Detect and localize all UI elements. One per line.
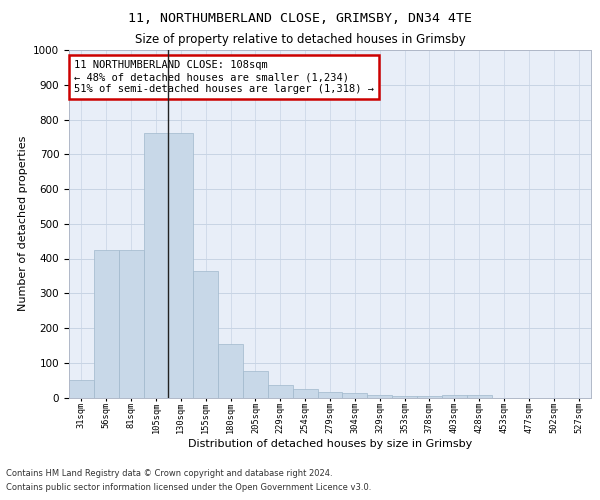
Bar <box>417 396 442 398</box>
Bar <box>169 134 193 398</box>
Bar <box>143 134 169 398</box>
Bar <box>119 250 143 398</box>
Bar <box>218 344 243 398</box>
Text: 11, NORTHUMBERLAND CLOSE, GRIMSBY, DN34 4TE: 11, NORTHUMBERLAND CLOSE, GRIMSBY, DN34 … <box>128 12 472 26</box>
Bar <box>367 395 392 398</box>
Text: 11 NORTHUMBERLAND CLOSE: 108sqm
← 48% of detached houses are smaller (1,234)
51%: 11 NORTHUMBERLAND CLOSE: 108sqm ← 48% of… <box>74 60 374 94</box>
Bar <box>94 250 119 398</box>
Bar <box>268 384 293 398</box>
Bar <box>343 394 367 398</box>
Bar <box>243 372 268 398</box>
Bar <box>293 389 317 398</box>
Text: Contains HM Land Registry data © Crown copyright and database right 2024.: Contains HM Land Registry data © Crown c… <box>6 468 332 477</box>
Text: Size of property relative to detached houses in Grimsby: Size of property relative to detached ho… <box>134 32 466 46</box>
Bar <box>467 394 491 398</box>
Y-axis label: Number of detached properties: Number of detached properties <box>17 136 28 312</box>
Bar <box>392 396 417 398</box>
Bar <box>317 392 343 398</box>
Bar <box>442 394 467 398</box>
X-axis label: Distribution of detached houses by size in Grimsby: Distribution of detached houses by size … <box>188 438 472 448</box>
Bar <box>193 270 218 398</box>
Text: Contains public sector information licensed under the Open Government Licence v3: Contains public sector information licen… <box>6 484 371 492</box>
Bar <box>69 380 94 398</box>
